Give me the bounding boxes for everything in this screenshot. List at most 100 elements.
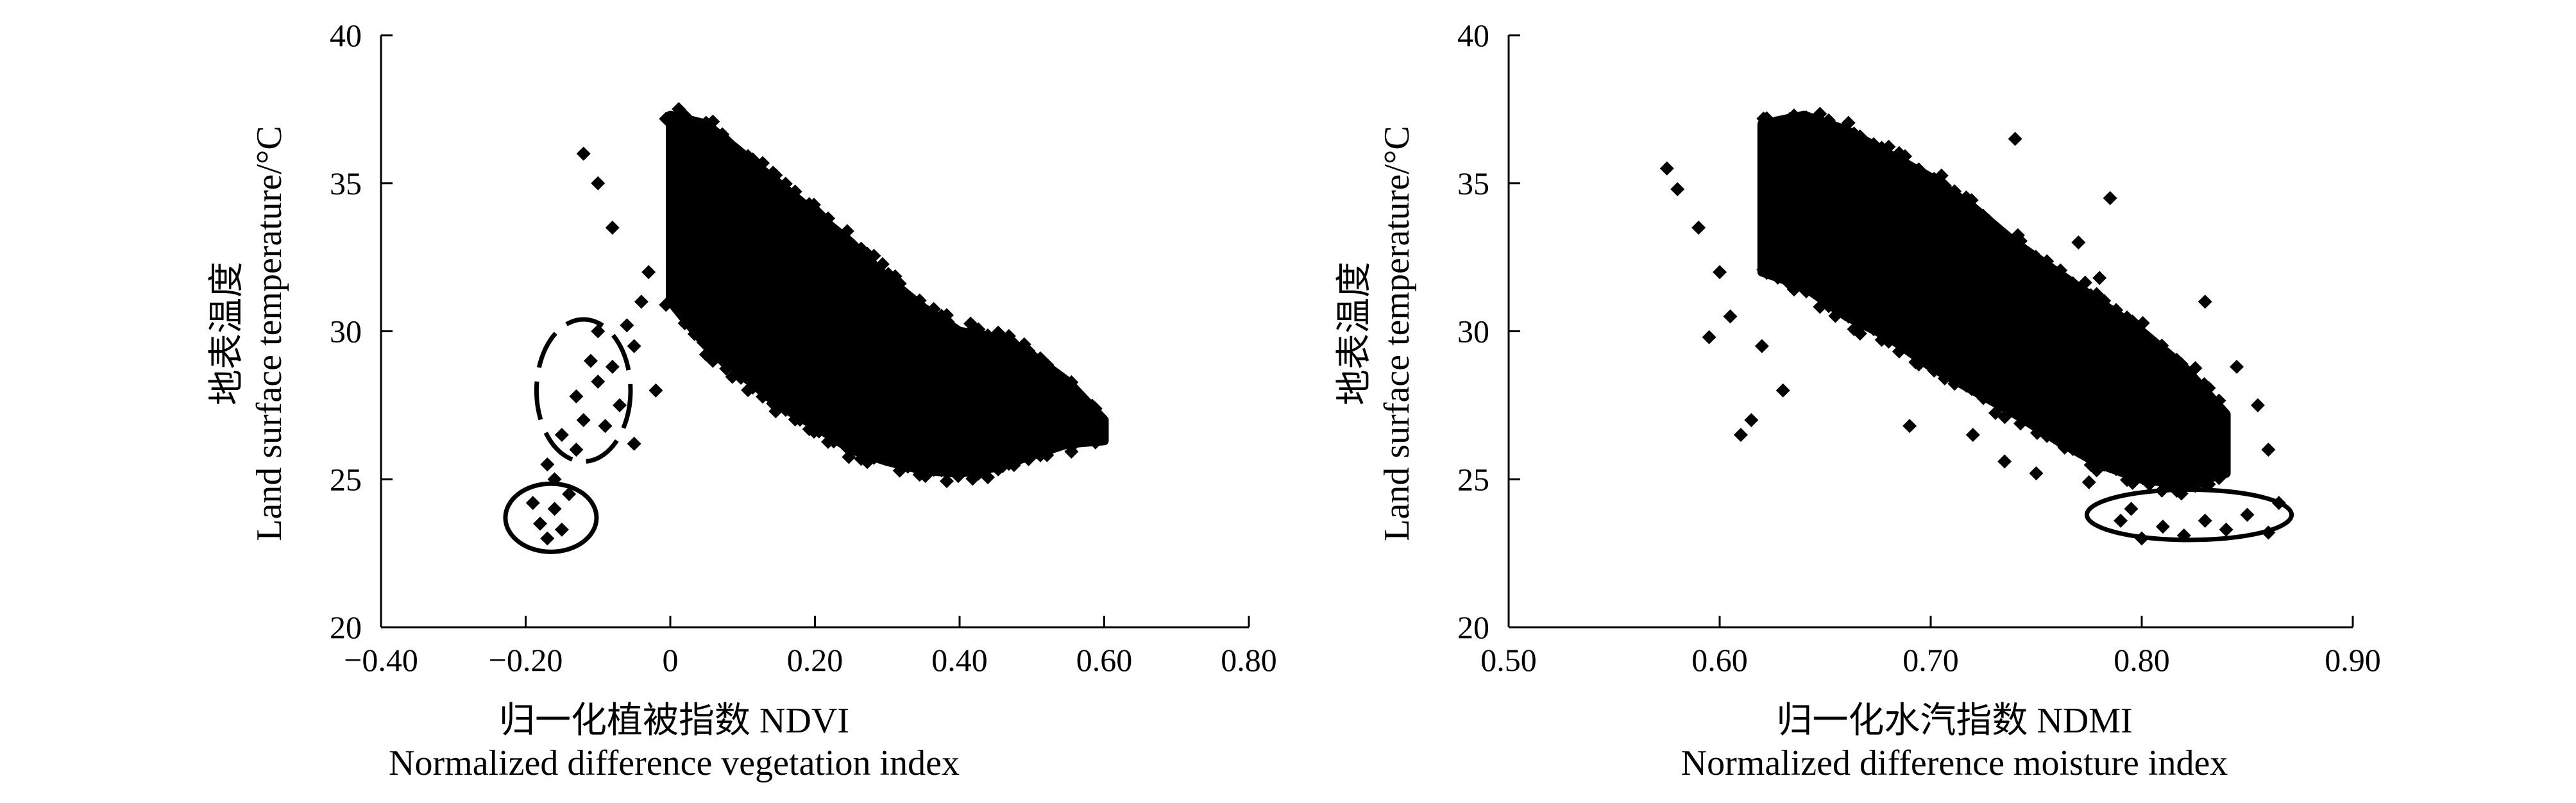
data-point [793, 412, 808, 427]
data-point [1799, 284, 1814, 299]
ndmi-x-tick-label: 0.80 [2114, 642, 2170, 678]
data-point [1799, 110, 1814, 125]
ndvi-x-axis-title: 归一化植被指数 NDVI [499, 701, 849, 741]
data-point [892, 276, 907, 291]
data-point [672, 301, 686, 316]
data-point [1828, 309, 1843, 323]
ndmi-annotations [2084, 487, 2294, 543]
ndvi-x-tick-label: 0 [663, 642, 679, 678]
ndvi-y-axis-subtitle: Land surface temperature/°C [250, 126, 289, 541]
data-point [1006, 336, 1021, 351]
data-point [2065, 276, 2080, 291]
data-point [2029, 251, 2044, 266]
data-point [2230, 359, 2244, 374]
ndmi-y-tick-label: 25 [1457, 461, 1489, 497]
ndvi-y-axis-title: 地表温度 [207, 262, 247, 405]
data-point [1670, 182, 1685, 196]
ndmi-x-axis-title: 归一化水汽指数 NDMI [1776, 701, 2132, 741]
data-point [1997, 454, 2012, 469]
data-point [1897, 338, 1912, 353]
data-point [562, 487, 577, 502]
data-point [1702, 330, 1716, 344]
data-point [2198, 294, 2212, 309]
data-point [1054, 373, 1069, 387]
ndvi-x-tick-label: −0.40 [344, 642, 418, 678]
data-point [1911, 162, 1926, 177]
data-point [1902, 419, 1917, 434]
ndmi-x-axis-subtitle: Normalized difference moisture index [1681, 743, 2228, 783]
data-point [1813, 300, 1827, 314]
data-point [840, 224, 854, 239]
data-point [745, 152, 760, 167]
ndvi-y-tick-label: 25 [330, 461, 362, 497]
data-point [826, 226, 841, 241]
data-point [696, 335, 711, 350]
data-point [706, 114, 720, 129]
data-point [1071, 391, 1085, 405]
data-point [677, 316, 692, 330]
data-point [1713, 265, 1727, 280]
data-point [2040, 428, 2055, 443]
data-point [627, 339, 641, 353]
data-point [2008, 131, 2022, 146]
ndmi-x-tick-label: 0.60 [1691, 642, 1748, 678]
ndmi-y-tick-label: 20 [1457, 609, 1489, 645]
data-point [634, 294, 648, 309]
ndvi-scatter-panel: −0.40 −0.20 0 0.20 0.40 0.60 0.80 20 25 30 35 40 归一… [207, 17, 1277, 783]
data-point [1043, 439, 1058, 454]
data-point [2065, 442, 2080, 457]
ndmi-x-tick-label: 0.50 [1480, 642, 1537, 678]
data-point [605, 220, 620, 235]
data-point [1021, 452, 1036, 466]
data-point [2097, 457, 2112, 472]
data-point [926, 462, 941, 477]
data-point [1821, 113, 1836, 128]
data-point [2155, 520, 2170, 534]
ndmi-x-tick-label: 0.70 [1902, 642, 1959, 678]
data-point [1841, 309, 1856, 324]
data-point [540, 531, 555, 546]
data-point [842, 450, 856, 464]
ndvi-y-tick-label: 35 [330, 165, 362, 201]
ndmi-point-cloud [1659, 106, 2286, 546]
ndvi-x-axis-subtitle: Normalized difference vegetation index [389, 743, 960, 783]
data-point [2125, 314, 2140, 329]
data-point [591, 176, 606, 190]
data-point [1786, 108, 1801, 123]
ndvi-annotations [503, 317, 633, 554]
data-point [554, 522, 569, 537]
ndvi-annotation-dashed-ellipse-0 [534, 317, 633, 464]
data-point [951, 326, 965, 341]
data-point [706, 353, 720, 368]
data-point [1659, 161, 1674, 176]
data-point [788, 184, 802, 199]
data-point [1723, 309, 1738, 324]
data-point [768, 168, 783, 183]
data-point [1744, 412, 1759, 427]
data-point [2174, 357, 2189, 371]
data-point [951, 469, 965, 484]
data-point [756, 389, 770, 404]
data-point [2155, 338, 2169, 353]
data-point [547, 502, 562, 516]
data-point [1813, 106, 1827, 121]
data-point [2240, 507, 2255, 522]
data-point [867, 450, 881, 465]
ndmi-dense-point-band [1757, 110, 2231, 490]
ndmi-annotation-solid-ellipse-0 [2084, 487, 2294, 543]
data-point [2053, 263, 2068, 278]
data-point [1021, 344, 1036, 359]
data-point [971, 322, 986, 337]
ndvi-x-tick-label: 0.80 [1221, 642, 1277, 678]
data-point [756, 156, 770, 171]
data-point [525, 496, 540, 511]
data-point [2109, 462, 2124, 477]
data-point [842, 234, 856, 249]
data-point [918, 303, 933, 317]
data-point [2250, 398, 2265, 412]
data-point [1733, 428, 1748, 443]
data-point [677, 108, 692, 123]
ndvi-x-tick-label: 0.60 [1076, 642, 1133, 678]
data-point [2212, 393, 2226, 408]
data-point [2135, 316, 2150, 330]
